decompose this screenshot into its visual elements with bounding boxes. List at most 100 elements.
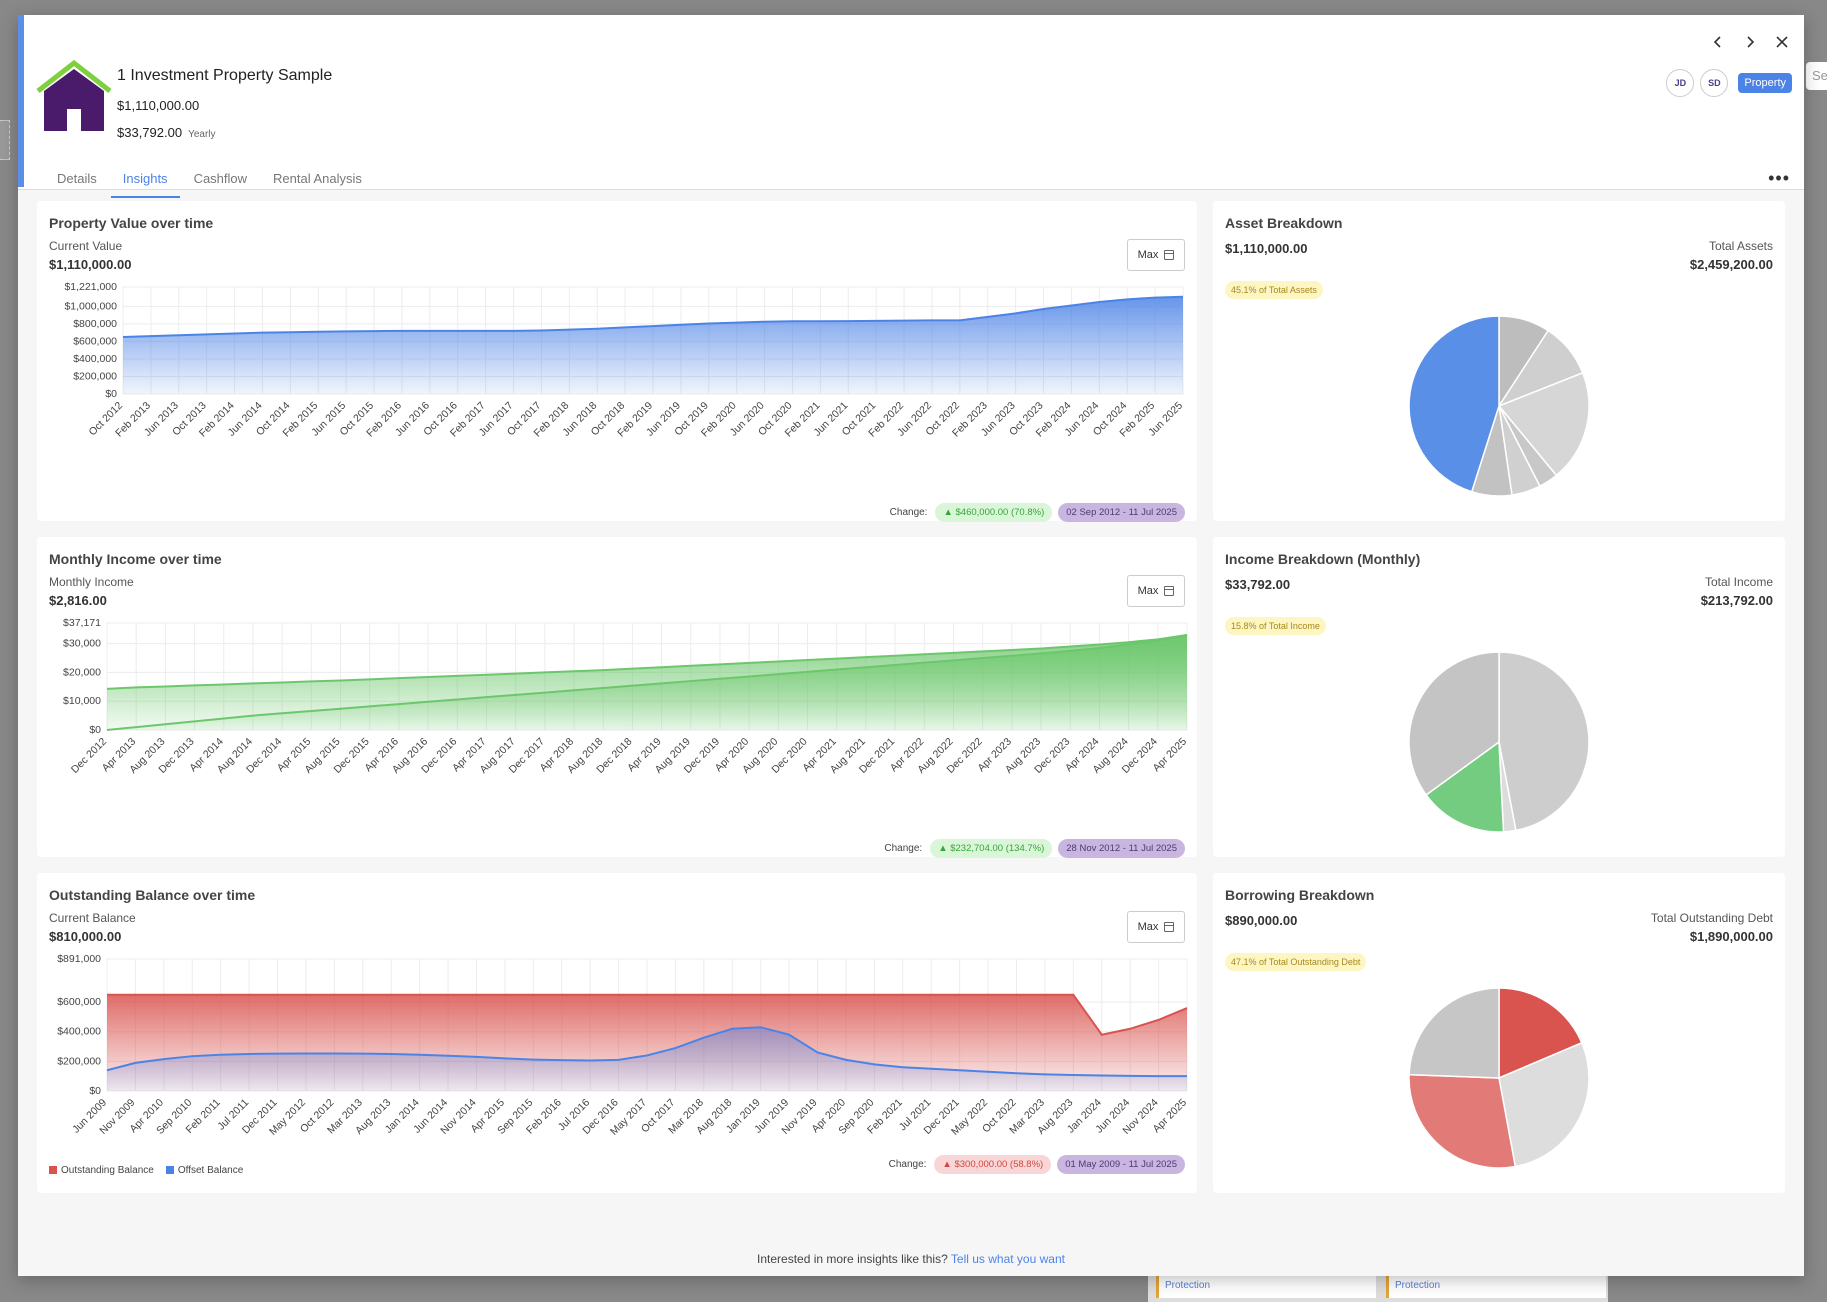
property-modal: 1 Investment Property Sample $1,110,000.…	[18, 15, 1804, 1276]
series-line	[106, 1026, 1187, 1078]
house-icon	[36, 59, 112, 131]
avatar[interactable]: SD	[1700, 69, 1729, 97]
tab-rental-analysis[interactable]: Rental Analysis	[273, 171, 362, 186]
series-line	[106, 634, 1188, 731]
property-value-chart: $0 $200,000 $400,000 $600,000 $800,000 $1,000…	[64, 281, 1185, 439]
avatar[interactable]: JD	[1666, 69, 1695, 97]
background-card: Protection	[1156, 1276, 1376, 1298]
card-title: Asset Breakdown	[1225, 215, 1343, 231]
card-title: Property Value over time	[49, 215, 214, 231]
pie-slice	[1408, 315, 1500, 493]
date-range-badge: 28 Nov 2012 - 11 Jul 2025	[1058, 839, 1185, 858]
range-label: Max	[1137, 921, 1159, 933]
y-tick-label: $0	[105, 388, 117, 400]
y-tick-label: $600,000	[57, 996, 101, 1008]
more-icon[interactable]: •••	[1768, 168, 1790, 188]
percent-badge: 15.8% of Total Income	[1225, 617, 1326, 635]
range-button[interactable]: Max	[1127, 575, 1185, 607]
y-tick-label: $10,000	[63, 695, 101, 707]
tab-cashflow[interactable]: Cashflow	[193, 171, 248, 186]
series-line	[122, 295, 1184, 339]
pie-slice	[1497, 371, 1590, 477]
y-tick-label: $37,171	[63, 617, 101, 629]
feedback-link[interactable]: Tell us what you want	[950, 1252, 1065, 1266]
pie-slice	[1498, 1041, 1590, 1168]
modal-header: 1 Investment Property Sample $1,110,000.…	[18, 15, 1804, 198]
y-tick-label: $1,221,000	[64, 281, 117, 293]
background-search-input: Se	[1806, 62, 1827, 90]
property-income-value: $33,792.00	[117, 125, 183, 140]
legend-item[interactable]: Offset Balance	[165, 1165, 244, 1176]
total-value: $213,792.00	[1700, 593, 1773, 608]
type-badge: Property	[1738, 73, 1792, 93]
chart-legend: Outstanding Balance Offset Balance	[49, 1165, 243, 1176]
card-sub-label: Monthly Income	[49, 575, 134, 589]
card-title: Borrowing Breakdown	[1225, 887, 1375, 903]
change-label: Change:	[889, 507, 928, 518]
y-tick-label: $0	[89, 1085, 101, 1097]
footer-text: Interested in more insights like this?	[757, 1252, 948, 1266]
legend-label: Offset Balance	[177, 1165, 244, 1176]
date-range-badge: 01 May 2009 - 11 Jul 2025	[1057, 1155, 1185, 1174]
change-row: Change: ▲ $460,000.00 (70.8%) 02 Sep 201…	[890, 503, 1185, 522]
breakdown-value: $890,000.00	[1225, 913, 1298, 928]
property-income-unit: Yearly	[188, 129, 216, 140]
change-row: Change: ▲ $232,704.00 (134.7%) 28 Nov 20…	[884, 839, 1185, 858]
monthly-income-card: Monthly Income over time Monthly Income …	[37, 537, 1197, 858]
legend-swatch	[49, 1166, 57, 1174]
borrowing-pie-chart	[1408, 987, 1590, 1169]
y-tick-label: $600,000	[73, 335, 117, 347]
change-row: Change: ▲ $300,000.00 (58.8%) 01 May 200…	[889, 1155, 1185, 1174]
total-label: Total Assets	[1708, 239, 1773, 253]
pie-slice	[1408, 1073, 1517, 1169]
property-title: 1 Investment Property Sample	[117, 67, 333, 84]
range-button[interactable]: Max	[1127, 239, 1185, 271]
background-cards: Protection Protection	[1148, 1276, 1608, 1302]
y-tick-label: $0	[89, 724, 101, 736]
accent-bar	[18, 15, 24, 187]
close-icon[interactable]	[1774, 35, 1790, 51]
y-tick-label: $200,000	[57, 1055, 101, 1067]
card-sub-label: Current Balance	[49, 911, 136, 925]
tab-details[interactable]: Details	[57, 171, 97, 186]
card-title: Income Breakdown (Monthly)	[1225, 551, 1421, 567]
y-tick-label: $800,000	[73, 318, 117, 330]
chevron-right-icon[interactable]	[1742, 35, 1758, 51]
date-range-badge: 02 Sep 2012 - 11 Jul 2025	[1058, 503, 1185, 522]
pie-slice	[1498, 651, 1590, 832]
range-label: Max	[1137, 585, 1159, 597]
range-button[interactable]: Max	[1127, 911, 1185, 943]
card-sub-label: Current Value	[49, 239, 123, 253]
property-value-card: Property Value over time Current Value $…	[37, 201, 1197, 522]
y-tick-label: $30,000	[63, 638, 101, 650]
y-tick-label: $1,000,000	[64, 300, 117, 312]
card-title: Monthly Income over time	[49, 551, 222, 567]
total-label: Total Outstanding Debt	[1650, 911, 1773, 925]
y-tick-label: $400,000	[73, 353, 117, 365]
legend-item[interactable]: Outstanding Balance	[49, 1165, 154, 1176]
borrowing-breakdown-card: Borrowing Breakdown $890,000.00 Total Ou…	[1213, 873, 1785, 1193]
total-value: $1,890,000.00	[1689, 929, 1773, 944]
range-label: Max	[1137, 249, 1159, 261]
tab-bar: Details Insights Cashflow Rental Analysi…	[45, 165, 376, 198]
tab-insights[interactable]: Insights	[110, 165, 180, 198]
legend-swatch	[165, 1166, 174, 1174]
calendar-icon	[1164, 586, 1175, 596]
change-label: Change:	[888, 1159, 927, 1170]
income-pie-chart	[1408, 651, 1590, 833]
card-title: Outstanding Balance over time	[49, 887, 256, 903]
breakdown-value: $1,110,000.00	[1225, 241, 1308, 256]
card-sub-value: $2,816.00	[49, 593, 107, 608]
chevron-left-icon[interactable]	[1710, 35, 1726, 51]
series-area	[107, 1027, 1187, 1091]
change-badge: ▲ $300,000.00 (58.8%)	[934, 1155, 1052, 1174]
calendar-icon	[1164, 250, 1175, 260]
asset-breakdown-card: Asset Breakdown $1,110,000.00 Total Asse…	[1213, 201, 1785, 521]
background-card: Protection	[1386, 1276, 1606, 1298]
total-value: $2,459,200.00	[1689, 257, 1773, 272]
percent-badge: 47.1% of Total Outstanding Debt	[1225, 953, 1367, 971]
pie-slice	[1408, 987, 1500, 1079]
y-tick-label: $400,000	[57, 1026, 101, 1038]
change-badge: ▲ $460,000.00 (70.8%)	[935, 503, 1053, 522]
